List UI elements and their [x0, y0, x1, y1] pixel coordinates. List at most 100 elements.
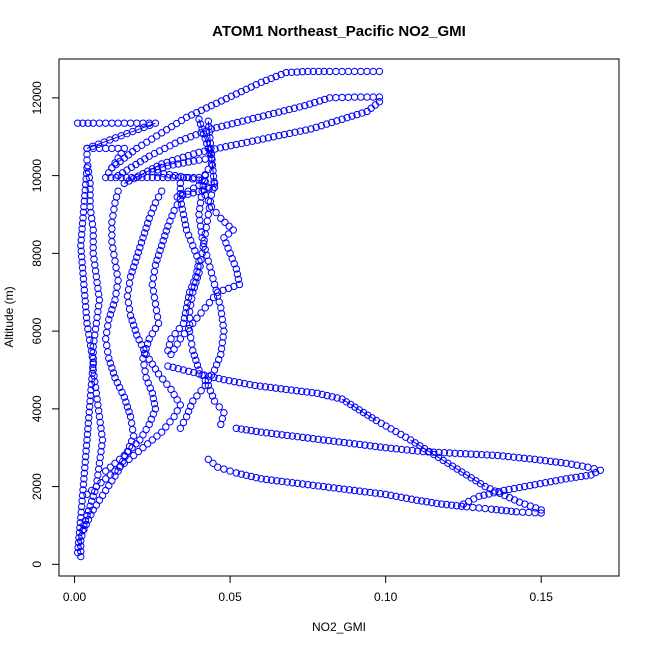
data-point [88, 375, 96, 383]
data-point [225, 222, 233, 230]
data-point [273, 477, 281, 485]
data-point [83, 150, 91, 158]
data-point [177, 172, 185, 181]
data-point [154, 251, 163, 260]
data-point [76, 518, 85, 527]
data-point [192, 278, 200, 287]
x-axis: 0.00 0.05 0.10 0.15 [63, 575, 553, 604]
data-point [129, 451, 138, 460]
data-point [77, 252, 86, 261]
data-point [493, 451, 502, 460]
data-point [86, 197, 94, 205]
data-point [83, 436, 91, 444]
data-point [451, 449, 459, 457]
data-point [78, 225, 86, 233]
data-point [309, 67, 318, 76]
data-point [257, 475, 265, 483]
data-point [221, 218, 229, 226]
data-point [520, 454, 529, 462]
data-point [174, 364, 182, 373]
data-point [126, 272, 135, 281]
data-point [230, 377, 238, 386]
data-point [376, 443, 385, 451]
data-point [312, 123, 320, 132]
data-point [358, 109, 366, 117]
data-point [196, 199, 205, 207]
data-point [94, 302, 103, 310]
data-point [238, 117, 247, 125]
data-point [123, 403, 132, 411]
data-point [159, 375, 167, 383]
data-point [445, 449, 454, 457]
data-point [89, 249, 97, 258]
data-point [91, 261, 99, 269]
data-point [497, 506, 506, 514]
data-point [79, 214, 87, 222]
data-point [83, 319, 91, 328]
data-point [392, 492, 400, 501]
data-point [92, 482, 101, 491]
data-point [96, 418, 104, 427]
data-point [432, 499, 441, 508]
data-point [266, 383, 275, 392]
data-point [192, 131, 200, 139]
data-point [129, 263, 138, 271]
data-point [81, 180, 90, 189]
data-point [256, 382, 264, 390]
data-point [193, 392, 201, 400]
data-point [272, 384, 280, 392]
data-point [219, 321, 227, 329]
data-point [403, 446, 411, 454]
data-point [97, 447, 105, 456]
data-point [210, 178, 218, 186]
data-point [91, 267, 100, 275]
data-point [84, 425, 92, 433]
data-point [456, 449, 465, 458]
data-point [252, 427, 260, 436]
data-point [287, 68, 296, 77]
data-point [80, 475, 88, 483]
data-point [275, 108, 283, 116]
data-point [481, 482, 489, 491]
data-point [190, 368, 198, 377]
data-point [151, 405, 160, 413]
data-point [552, 458, 560, 466]
data-point [101, 173, 110, 182]
data-point [257, 78, 265, 87]
data-point [189, 189, 197, 197]
data-point [328, 118, 336, 127]
data-point [217, 309, 226, 318]
data-point [80, 469, 89, 477]
data-point [166, 418, 174, 426]
data-point [381, 490, 390, 499]
chart-title: ATOM1 Northeast_Pacific NO2_GMI [212, 23, 466, 40]
data-point [515, 454, 523, 462]
data-point [81, 291, 89, 300]
data-point [333, 394, 341, 402]
data-point [163, 380, 171, 388]
data-point [207, 145, 215, 153]
data-point [84, 168, 93, 176]
data-point [206, 139, 215, 147]
data-point [483, 451, 491, 459]
data-point [257, 428, 265, 436]
data-point [261, 383, 270, 391]
data-point [237, 139, 246, 148]
data-point [80, 286, 89, 294]
data-point [285, 129, 294, 138]
data-point [233, 270, 242, 278]
data-point [89, 232, 97, 240]
data-point [244, 116, 252, 124]
data-point [280, 130, 289, 139]
data-point [153, 173, 162, 182]
data-point [335, 438, 343, 446]
data-point [184, 158, 193, 166]
data-point [220, 409, 228, 417]
y-axis-label: Altitude (m) [2, 286, 16, 347]
data-point [477, 450, 486, 459]
data-point [143, 440, 152, 448]
data-point [167, 385, 175, 394]
data-point [221, 143, 230, 151]
data-point [240, 379, 249, 388]
data-point [138, 173, 146, 182]
